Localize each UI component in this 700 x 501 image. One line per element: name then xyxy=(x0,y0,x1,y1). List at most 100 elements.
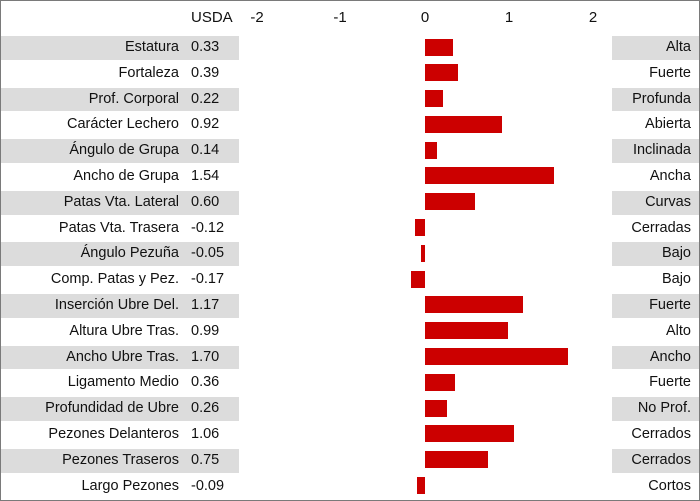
trait-value: 0.75 xyxy=(191,451,220,468)
trait-descriptor: Inclinada xyxy=(632,142,691,159)
plot-cell xyxy=(239,474,612,499)
table-row: Fortaleza 0.39 Fuerte xyxy=(1,61,699,87)
trait-descriptor: Cortos xyxy=(648,477,691,494)
trait-descriptor: Cerrados xyxy=(631,451,691,468)
trait-bar xyxy=(414,219,425,237)
trait-bar xyxy=(425,38,453,56)
table-row: Ángulo Pezuña -0.05 Bajo xyxy=(1,241,699,267)
trait-bar xyxy=(425,90,444,108)
trait-bar xyxy=(425,167,555,185)
trait-label: Inserción Ubre Del. xyxy=(54,296,179,313)
trait-value: 0.26 xyxy=(191,400,220,417)
trait-descriptor: Fuerte xyxy=(649,64,691,81)
trait-value: 1.06 xyxy=(191,425,220,442)
trait-value: 0.36 xyxy=(191,374,220,391)
trait-label: Estatura xyxy=(125,39,179,55)
table-row: Ligamento Medio 0.36 Fuerte xyxy=(1,370,699,396)
trait-bar xyxy=(425,115,503,133)
table-row: Pezones Delanteros 1.06 Cerrados xyxy=(1,422,699,448)
x-tick-label: 0 xyxy=(420,9,430,26)
table-row: Ancho de Grupa 1.54 Ancha xyxy=(1,164,699,190)
trait-descriptor: Fuerte xyxy=(649,374,691,391)
trait-descriptor: Cerrados xyxy=(631,425,691,442)
table-row: Prof. Corporal 0.22 Profunda xyxy=(1,87,699,113)
table-row: Ángulo de Grupa 0.14 Inclinada xyxy=(1,138,699,164)
table-row: Largo Pezones -0.09 Cortos xyxy=(1,474,699,500)
trait-value: -0.05 xyxy=(191,245,225,262)
plot-cell xyxy=(239,216,612,241)
trait-descriptor: Alta xyxy=(666,39,691,55)
table-row: Altura Ubre Tras. 0.99 Alto xyxy=(1,319,699,345)
table-row: Estatura 0.33 Alta xyxy=(1,35,699,61)
trait-descriptor: Abierta xyxy=(645,116,691,133)
trait-value: 1.70 xyxy=(191,348,220,365)
trait-label: Comp. Patas y Pez. xyxy=(50,271,179,288)
trait-bar xyxy=(425,373,456,391)
table-row: Pezones Traseros 0.75 Cerrados xyxy=(1,448,699,474)
trait-label: Patas Vta. Trasera xyxy=(58,219,179,236)
trait-value: -0.09 xyxy=(191,477,225,494)
trait-descriptor: Cerradas xyxy=(631,219,691,236)
trait-bar xyxy=(410,270,425,288)
trait-bar xyxy=(425,193,476,211)
trait-bar xyxy=(425,322,509,340)
trait-label: Largo Pezones xyxy=(81,477,179,494)
trait-value: 0.99 xyxy=(191,322,220,339)
trait-label: Ángulo de Grupa xyxy=(69,142,179,159)
header-row: USDA -2 -1 0 1 2 xyxy=(1,1,699,35)
trait-descriptor: Curvas xyxy=(645,193,691,210)
trait-descriptor: Profunda xyxy=(632,90,691,107)
trait-label: Carácter Lechero xyxy=(66,116,179,133)
trait-label: Ligamento Medio xyxy=(67,374,179,391)
trait-bar xyxy=(425,64,458,82)
trait-bar xyxy=(425,451,488,469)
trait-label: Ancho de Grupa xyxy=(73,167,179,184)
trait-value: 0.33 xyxy=(191,39,220,55)
x-tick-label: -1 xyxy=(333,9,347,26)
trait-label: Altura Ubre Tras. xyxy=(69,322,179,339)
trait-value: 1.17 xyxy=(191,296,220,313)
trait-descriptor: Ancha xyxy=(649,167,691,184)
trait-bar xyxy=(425,141,437,159)
trait-label: Prof. Corporal xyxy=(88,90,179,107)
table-row: Patas Vta. Trasera -0.12 Cerradas xyxy=(1,216,699,242)
trait-value: 1.54 xyxy=(191,167,220,184)
table-row: Comp. Patas y Pez. -0.17 Bajo xyxy=(1,267,699,293)
trait-rows: Estatura 0.33 Alta Fortaleza 0.39 Fuerte Prof.… xyxy=(1,35,699,499)
trait-label: Pezones Traseros xyxy=(62,451,179,468)
table-row: Ancho Ubre Tras. 1.70 Ancho xyxy=(1,345,699,371)
trait-bar xyxy=(417,477,425,495)
trait-bar xyxy=(425,425,515,443)
trait-descriptor: Fuerte xyxy=(649,296,691,313)
trait-descriptor: Ancho xyxy=(649,348,691,365)
table-row: Inserción Ubre Del. 1.17 Fuerte xyxy=(1,293,699,319)
trait-label: Patas Vta. Lateral xyxy=(63,193,179,210)
trait-descriptor: Bajo xyxy=(661,245,691,262)
plot-cell xyxy=(239,268,612,292)
trait-bar xyxy=(425,296,524,314)
table-row: Carácter Lechero 0.92 Abierta xyxy=(1,112,699,138)
trait-bar xyxy=(425,399,447,417)
trait-bar xyxy=(420,244,425,262)
trait-label: Ángulo Pezuña xyxy=(80,245,179,262)
scale-label: USDA xyxy=(191,9,233,26)
table-row: Patas Vta. Lateral 0.60 Curvas xyxy=(1,190,699,216)
trait-label: Ancho Ubre Tras. xyxy=(66,348,179,365)
trait-descriptor: No Prof. xyxy=(637,400,691,417)
trait-value: 0.14 xyxy=(191,142,220,159)
trait-label: Profundidad de Ubre xyxy=(45,400,179,417)
trait-value: 0.92 xyxy=(191,116,220,133)
trait-value: 0.22 xyxy=(191,90,220,107)
table-row: Profundidad de Ubre 0.26 No Prof. xyxy=(1,396,699,422)
x-tick-label: -2 xyxy=(250,9,264,26)
trait-descriptor: Alto xyxy=(666,322,691,339)
plot-cell xyxy=(239,242,612,267)
trait-value: -0.12 xyxy=(191,219,225,236)
trait-label: Fortaleza xyxy=(118,64,179,81)
trait-value: -0.17 xyxy=(191,271,225,288)
x-tick-label: 2 xyxy=(588,9,598,26)
trait-value: 0.39 xyxy=(191,64,220,81)
trait-label: Pezones Delanteros xyxy=(48,425,179,442)
